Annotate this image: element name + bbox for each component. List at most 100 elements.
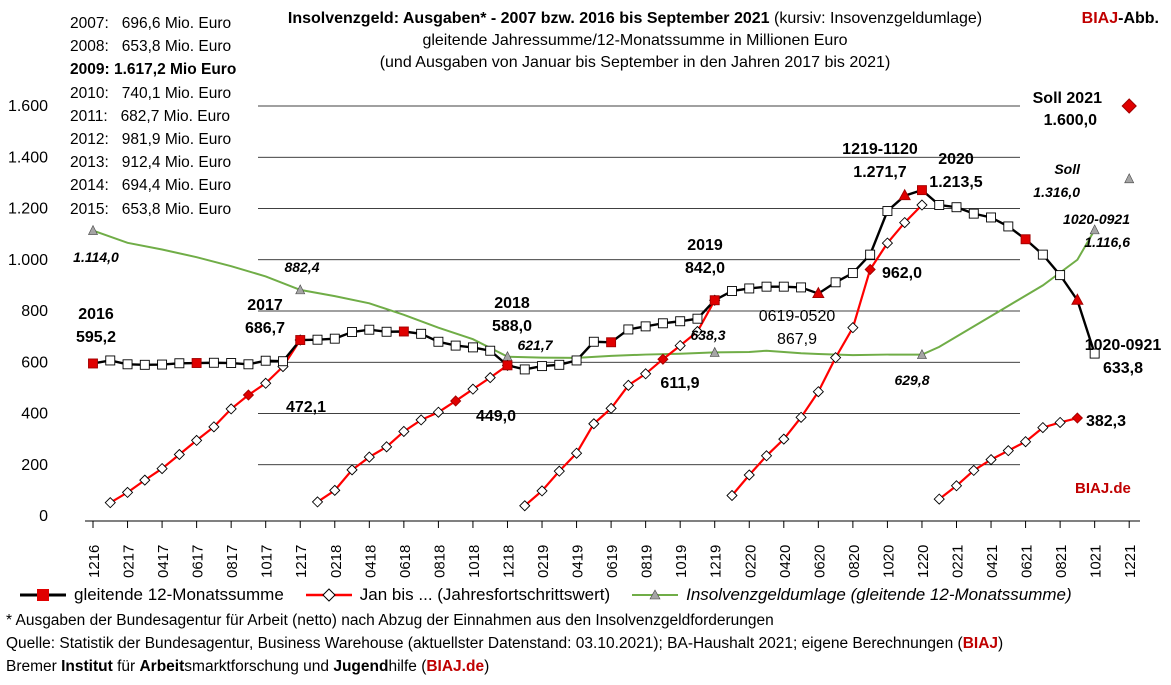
rolling-point <box>347 327 357 337</box>
rolling-point <box>467 342 478 353</box>
x-tick-label: 0217 <box>121 545 138 578</box>
annotation-value: 1.116,6 <box>1084 234 1130 250</box>
x-tick-label: 1019 <box>673 545 690 578</box>
y-tick-label: 1.600 <box>8 98 48 115</box>
rolling-point <box>139 359 150 370</box>
legend-label: Insolvenzgeldumlage (gleitende 12-Monats… <box>686 585 1072 604</box>
annotation-label: 1020-0921 <box>1085 337 1162 354</box>
ytd-point <box>484 371 496 384</box>
x-tick-label: 0817 <box>224 545 241 578</box>
y-tick-label: 0 <box>39 508 48 525</box>
rolling-point <box>882 206 893 217</box>
rolling-point <box>934 200 945 210</box>
x-tick-label: 0421 <box>984 545 1001 578</box>
ytd-point <box>1054 416 1066 429</box>
watermark-biaj: BIAJ.de <box>1075 480 1131 497</box>
x-tick-label: 0220 <box>742 545 759 578</box>
ytd-point <box>225 403 237 415</box>
ytd-point <box>674 339 686 352</box>
history-row: 2007: 696,6 Mio. Euro <box>70 15 232 32</box>
rolling-point <box>986 212 996 223</box>
umlage-line <box>92 229 1096 359</box>
y-tick-label: 1.200 <box>8 201 48 218</box>
rolling-point <box>812 286 825 299</box>
ytd-point <box>916 199 928 211</box>
umlage-point <box>88 224 98 235</box>
annotation-label: 2019 <box>687 237 723 254</box>
annotation-value: 842,0 <box>685 260 725 277</box>
x-tick-label: 1221 <box>1122 545 1139 578</box>
chart-title-block: Insolvenzgeld: Ausgaben* - 2007 bzw. 201… <box>230 8 1040 74</box>
rolling-point <box>519 364 530 375</box>
rolling-point <box>727 286 737 296</box>
history-row: 2014: 694,4 Mio. Euro <box>70 177 232 195</box>
annotation-value: 1.316,0 <box>1033 184 1080 200</box>
annotation-value: 621,7 <box>517 337 553 353</box>
history-row: 2009: 1.617,2 Mio Euro <box>70 61 237 79</box>
rolling-point <box>88 358 98 369</box>
ytd-point <box>1019 436 1032 448</box>
rolling-point <box>968 208 979 219</box>
ytd-point <box>933 493 945 505</box>
ytd-point <box>640 368 652 380</box>
ytd-point <box>622 379 635 391</box>
x-tick-label: 0617 <box>190 545 207 578</box>
rolling-point <box>122 359 133 370</box>
ytd-point <box>588 418 600 430</box>
chart-subtitle-1: gleitende Jahressumme/12-Monatssumme in … <box>422 32 848 49</box>
rolling-point <box>917 185 927 196</box>
x-tick-label: 1219 <box>708 545 725 578</box>
rolling-point <box>433 336 444 347</box>
chart-title: Insolvenzgeld: Ausgaben* - 2007 bzw. 201… <box>287 10 770 27</box>
rolling-point <box>1037 249 1048 260</box>
x-tick-label: 0221 <box>950 545 967 578</box>
x-tick-label: 0218 <box>328 545 345 578</box>
y-tick-label: 800 <box>21 303 48 320</box>
annotation-value: 611,9 <box>660 375 699 392</box>
rolling-point <box>554 359 565 370</box>
footnote-source: Quelle: Statistik der Bundesagentur, Bus… <box>6 635 1004 652</box>
rolling-point <box>485 345 496 356</box>
x-tick-label: 0619 <box>604 545 621 578</box>
rolling-point <box>847 268 858 279</box>
ytd-point <box>139 474 151 486</box>
history-row: 2012: 981,9 Mio. Euro <box>70 131 232 149</box>
x-tick-label: 0818 <box>431 545 448 578</box>
annotation-value: 588,0 <box>492 318 532 335</box>
x-tick-label: 0417 <box>155 545 172 578</box>
x-tick-label: 1021 <box>1088 545 1105 578</box>
soll-value: 1.600,0 <box>1044 112 1097 129</box>
ytd-point <box>812 386 824 398</box>
rolling-point <box>537 361 547 372</box>
x-tick-label: 0819 <box>639 545 656 578</box>
ytd-point <box>968 464 980 477</box>
ytd-point <box>1037 421 1049 434</box>
x-tick-label: 1218 <box>500 545 517 578</box>
rolling-point <box>260 355 271 366</box>
rolling-point <box>157 359 168 370</box>
ytd-point <box>380 441 393 453</box>
rolling-point <box>226 358 237 368</box>
ytd-point <box>536 485 548 497</box>
rolling-point <box>295 335 306 345</box>
rolling-point <box>208 357 219 368</box>
ytd-point <box>864 263 876 276</box>
annotation-label: 2020 <box>938 151 974 168</box>
rolling-point <box>657 318 668 329</box>
rolling-point <box>416 328 427 339</box>
annotation-value: 472,1 <box>286 399 326 416</box>
rolling-point <box>588 336 599 347</box>
ytd-point <box>398 425 410 438</box>
ytd-point <box>605 402 617 415</box>
legend-umlage-swatch-icon <box>632 589 679 600</box>
annotation-value: 882,4 <box>284 259 319 275</box>
ytd-point <box>329 484 341 497</box>
history-row: 2008: 653,8 Mio. Euro <box>70 38 232 56</box>
ytd-point <box>156 462 168 475</box>
rolling-point <box>312 334 323 345</box>
ytd-point <box>467 383 479 395</box>
ytd-point <box>570 447 583 459</box>
rolling-point <box>744 283 755 294</box>
rolling-point <box>865 249 876 260</box>
rolling-point <box>1071 293 1084 305</box>
